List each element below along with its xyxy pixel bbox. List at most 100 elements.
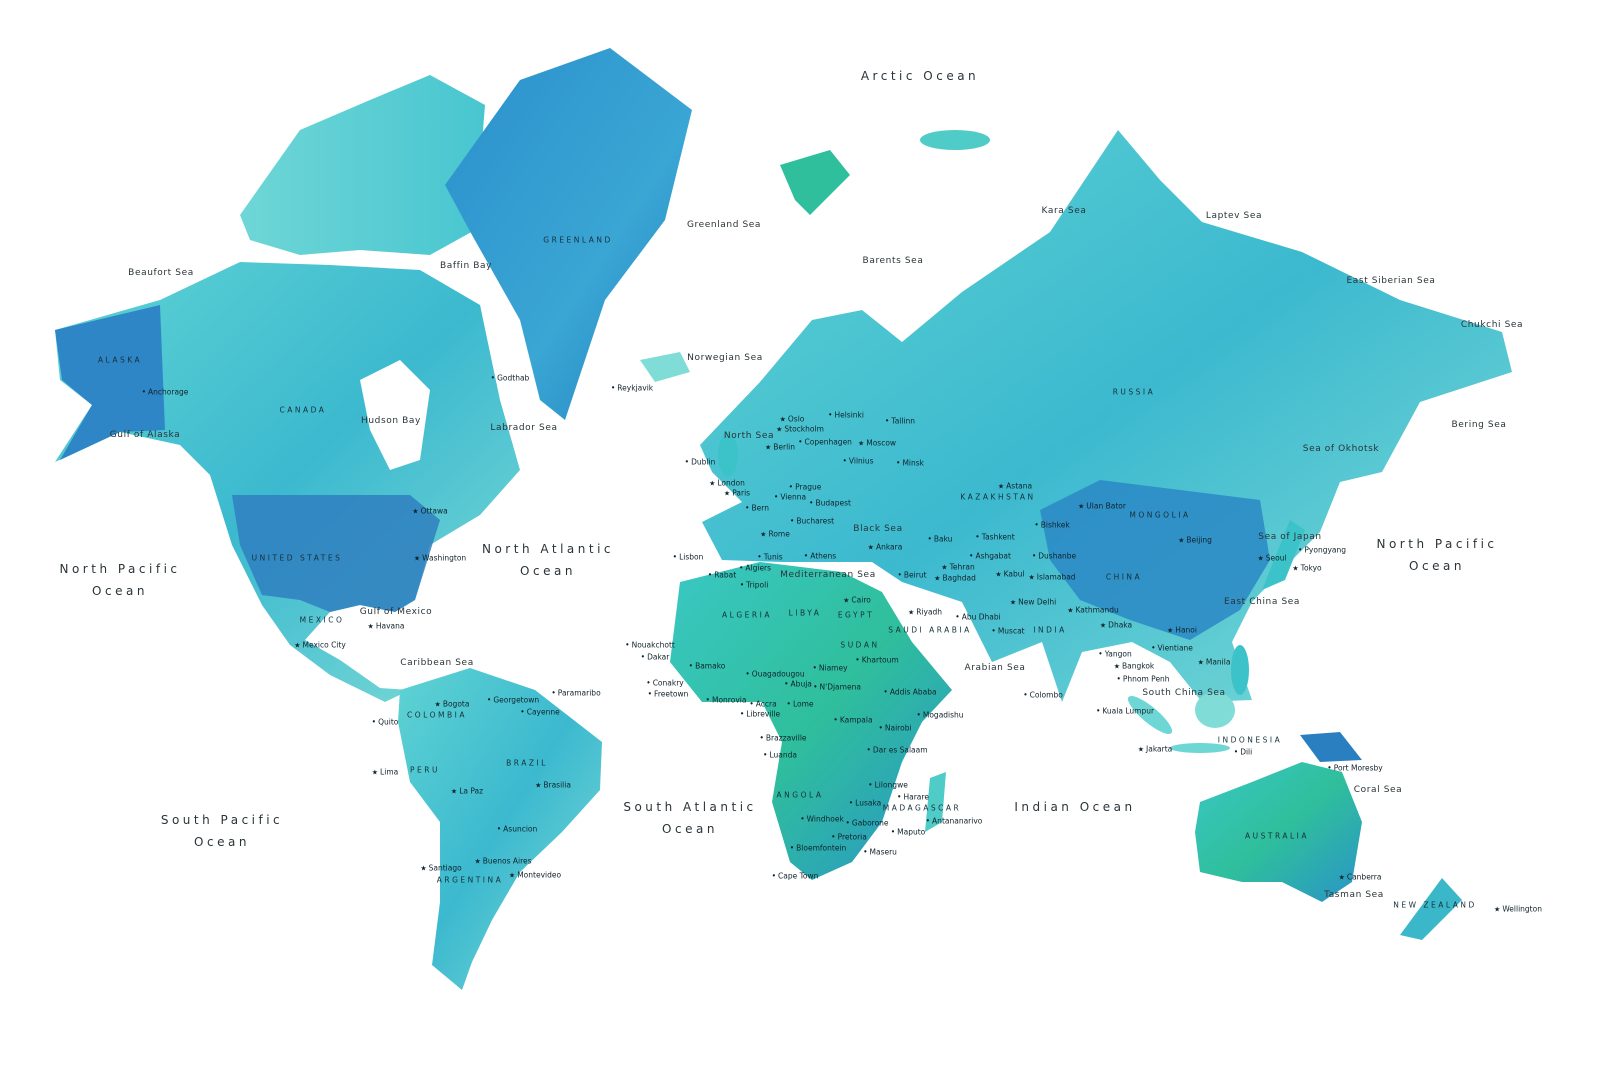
city-label-brasilia: Brasilia xyxy=(535,781,571,790)
country-label-india: INDIA xyxy=(1033,625,1067,635)
city-label-prague: Prague xyxy=(789,483,821,492)
franz-josef-land xyxy=(920,130,990,150)
city-label-dhaka: Dhaka xyxy=(1100,621,1132,630)
city-label-freetown: Freetown xyxy=(648,690,688,699)
sea-label-hudson-bay: Hudson Bay xyxy=(361,416,421,426)
city-label-bamako: Bamako xyxy=(689,662,725,671)
city-label-georgetown: Georgetown xyxy=(487,696,539,705)
city-label-havana: Havana xyxy=(368,622,405,631)
city-label-mexico-city: Mexico City xyxy=(294,641,346,650)
city-label-lome: Lome xyxy=(787,700,814,709)
philippines xyxy=(1231,645,1249,695)
city-label-ouagadougou: Ouagadougou xyxy=(745,670,805,679)
city-label-bishkek: Bishkek xyxy=(1034,521,1070,530)
city-label-quito: Quito xyxy=(372,718,398,727)
city-label-mogadishu: Mogadishu xyxy=(916,711,964,720)
city-label-ulan-bator: Ulan Bator xyxy=(1078,502,1126,511)
city-label-manila: Manila xyxy=(1198,658,1231,667)
city-label-n-djamena: N'Djamena xyxy=(813,683,861,692)
city-label-riyadh: Riyadh xyxy=(908,608,942,617)
city-label-lusaka: Lusaka xyxy=(849,799,881,808)
ocean-label-south-atlantic-ocean: South Atlantic Ocean xyxy=(623,800,757,836)
city-label-berlin: Berlin xyxy=(765,443,795,452)
alaska xyxy=(55,305,165,460)
city-label-seoul: Seoul xyxy=(1257,554,1287,563)
country-label-kazakhstan: KAZAKHSTAN xyxy=(960,492,1036,502)
city-label-bern: Bern xyxy=(745,504,768,513)
city-label-ashgabat: Ashgabat xyxy=(969,552,1010,561)
city-label-beirut: Beirut xyxy=(897,571,927,580)
country-label-alaska: ALASKA xyxy=(97,355,143,365)
city-label-copenhagen: Copenhagen xyxy=(798,438,852,447)
sea-label-gulf-of-alaska: Gulf of Alaska xyxy=(109,430,181,440)
city-label-lima: Lima xyxy=(372,768,398,777)
city-label-luanda: Luanda xyxy=(763,751,797,760)
city-label-yangon: Yangon xyxy=(1098,650,1132,659)
new-guinea xyxy=(1300,732,1362,762)
city-label-bogota: Bogota xyxy=(435,700,470,709)
city-label-khartoum: Khartoum xyxy=(855,656,899,665)
city-label-vilnius: Vilnius xyxy=(842,457,874,466)
city-label-washington: Washington xyxy=(414,554,466,563)
city-label-anchorage: Anchorage xyxy=(142,388,188,397)
sea-label-sea-of-okhotsk: Sea of Okhotsk xyxy=(1302,444,1380,454)
city-label-tallinn: Tallinn xyxy=(885,417,915,426)
ocean-label-north-pacific-ocean: North Pacific Ocean xyxy=(59,562,181,598)
sea-label-black-sea: Black Sea xyxy=(853,524,903,534)
city-label-tunis: Tunis xyxy=(757,553,783,562)
city-label-algiers: Algiers xyxy=(739,564,771,573)
city-label-phnom-penh: Phnom Penh xyxy=(1116,675,1170,684)
city-label-tashkent: Tashkent xyxy=(975,533,1015,542)
city-label-budapest: Budapest xyxy=(809,499,850,508)
africa xyxy=(670,562,952,880)
sea-label-arabian-sea: Arabian Sea xyxy=(964,663,1026,673)
city-label-montevideo: Montevideo xyxy=(509,871,561,880)
city-label-rome: Rome xyxy=(760,530,789,539)
city-label-dar-es-salaam: Dar es Salaam xyxy=(866,746,928,755)
city-label-la-paz: La Paz xyxy=(451,787,483,796)
sea-label-north-sea: North Sea xyxy=(723,431,775,441)
city-label-addis-ababa: Addis Ababa xyxy=(883,688,937,697)
city-label-buenos-aires: Buenos Aires xyxy=(474,857,532,866)
city-label-accra: Accra xyxy=(749,700,777,709)
city-label-libreville: Libreville xyxy=(740,710,780,719)
city-label-dublin: Dublin xyxy=(685,458,715,467)
city-label-godthab: Godthab xyxy=(491,374,529,383)
sea-label-east-china-sea: East China Sea xyxy=(1223,597,1301,607)
sea-label-gulf-of-mexico: Gulf of Mexico xyxy=(359,607,433,617)
city-label-abuja: Abuja xyxy=(784,680,812,689)
city-label-brazzaville: Brazzaville xyxy=(759,734,807,743)
city-label-dushanbe: Dushanbe xyxy=(1032,552,1076,561)
city-label-maputo: Maputo xyxy=(891,828,925,837)
country-label-peru: PERU xyxy=(410,765,440,775)
city-label-lisbon: Lisbon xyxy=(673,553,703,562)
ocean-label-indian-ocean: Indian Ocean xyxy=(1014,800,1136,814)
city-label-ankara: Ankara xyxy=(868,543,902,552)
city-label-reykjavik: Reykjavik xyxy=(611,384,653,393)
city-label-helsinki: Helsinki xyxy=(828,411,864,420)
city-label-abu-dhabi: Abu Dhabi xyxy=(955,613,1001,622)
city-label-paramaribo: Paramaribo xyxy=(551,689,601,698)
sea-label-greenland-sea: Greenland Sea xyxy=(686,220,762,230)
country-label-china: CHINA xyxy=(1105,572,1143,582)
city-label-paris: Paris xyxy=(724,489,750,498)
country-label-egypt: EGYPT xyxy=(837,610,875,620)
sea-label-tasman-sea: Tasman Sea xyxy=(1324,890,1384,900)
sea-label-east-siberian-sea: East Siberian Sea xyxy=(1346,276,1436,286)
country-label-mexico: MEXICO xyxy=(299,615,345,625)
sea-label-south-china-sea: South China Sea xyxy=(1142,688,1226,698)
city-label-conakry: Conakry xyxy=(646,679,684,688)
city-label-islamabad: Islamabad xyxy=(1028,573,1076,582)
greenland xyxy=(445,48,692,420)
city-label-bloemfontein: Bloemfontein xyxy=(790,844,846,853)
country-label-algeria: ALGERIA xyxy=(722,610,772,620)
sea-label-barents-sea: Barents Sea xyxy=(862,256,924,266)
country-label-united-states: UNITED STATES xyxy=(251,553,343,563)
city-label-astana: Astana xyxy=(998,482,1032,491)
city-label-colombo: Colombo xyxy=(1023,691,1063,700)
city-label-bucharest: Bucharest xyxy=(790,517,834,526)
city-label-dakar: Dakar xyxy=(641,653,669,662)
city-label-tripoli: Tripoli xyxy=(740,581,768,590)
city-label-santiago: Santiago xyxy=(420,864,462,873)
